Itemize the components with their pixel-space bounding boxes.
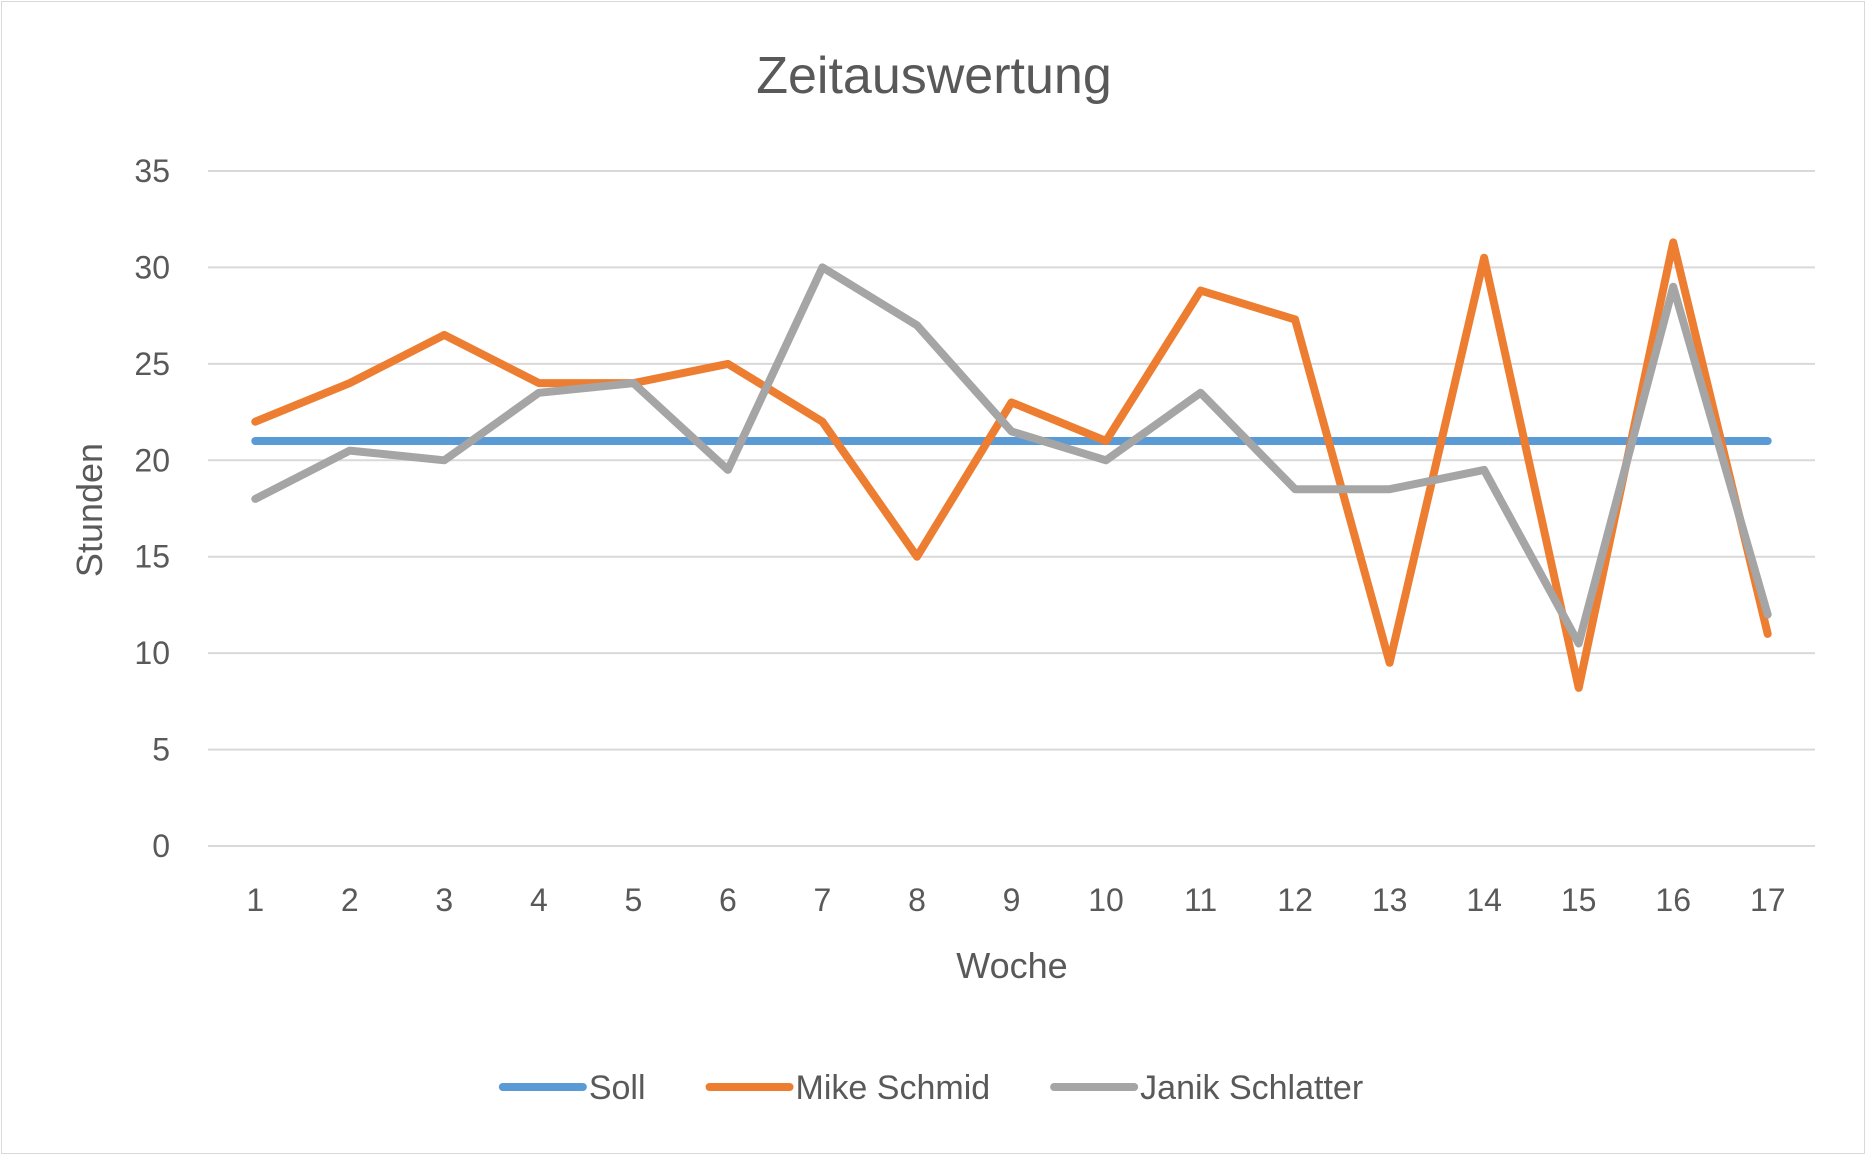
y-tick-label: 35	[134, 153, 170, 189]
x-tick-label: 5	[624, 882, 642, 918]
x-tick-label: 7	[814, 882, 832, 918]
x-tick-label: 4	[530, 882, 548, 918]
x-axis-ticks: 1 2 3 4 5 6 7 8 9 10 11 12 13 14 15 16 17	[246, 882, 1785, 918]
legend-item: Soll	[498, 1069, 646, 1107]
x-tick-label: 10	[1088, 882, 1124, 918]
x-tick-label: 8	[908, 882, 926, 918]
legend: Soll Mike Schmid Janik Schlatter	[498, 1069, 1363, 1107]
y-tick-label: 5	[152, 732, 170, 768]
series-lines	[251, 238, 1772, 692]
series-line-mike-schmid	[251, 238, 1772, 692]
y-tick-label: 15	[134, 539, 170, 575]
x-tick-label: 15	[1561, 882, 1597, 918]
legend-label: Janik Schlatter	[1140, 1069, 1363, 1107]
legend-label: Soll	[589, 1069, 646, 1107]
legend-item: Mike Schmid	[705, 1069, 991, 1107]
y-axis-ticks: 0 5 10 15 20 25 30 35	[134, 153, 170, 864]
y-tick-label: 30	[134, 249, 170, 285]
y-tick-label: 0	[152, 828, 170, 864]
x-tick-label: 14	[1466, 882, 1502, 918]
x-tick-label: 6	[719, 882, 737, 918]
y-tick-label: 10	[134, 635, 170, 671]
y-tick-label: 25	[134, 346, 170, 382]
x-tick-label: 9	[1003, 882, 1021, 918]
x-tick-label: 2	[341, 882, 359, 918]
x-tick-label: 16	[1655, 882, 1691, 918]
legend-item: Janik Schlatter	[1050, 1069, 1363, 1107]
chart-title: Zeitauswertung	[756, 47, 1112, 105]
x-tick-label: 12	[1277, 882, 1313, 918]
x-tick-label: 11	[1184, 882, 1217, 918]
gridlines	[208, 170, 1815, 847]
x-axis-label: Woche	[956, 945, 1067, 986]
x-tick-label: 1	[246, 882, 264, 918]
series-line-janik-schlatter	[251, 263, 1772, 648]
x-tick-label: 3	[435, 882, 453, 918]
y-tick-label: 20	[134, 442, 170, 478]
x-tick-label: 13	[1372, 882, 1408, 918]
x-tick-label: 17	[1750, 882, 1786, 918]
legend-label: Mike Schmid	[796, 1069, 991, 1107]
y-axis-label: Stunden	[69, 443, 110, 577]
